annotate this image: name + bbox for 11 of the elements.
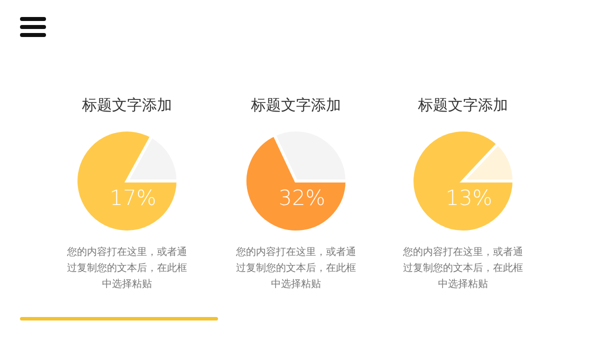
text: 17% bbox=[108, 185, 158, 212]
text: 13% bbox=[444, 185, 494, 212]
chart-title: 标题文字添加 bbox=[250, 96, 342, 115]
text: 32% bbox=[278, 185, 326, 212]
text: 您的内容打在这里，或者通过复制您的文本后，在此框中选择粘贴 bbox=[235, 246, 357, 292]
chart-title: 标题文字添加 bbox=[81, 96, 173, 115]
chart-title: 标题文字添加 bbox=[417, 96, 509, 115]
pie-slice bbox=[74, 128, 180, 234]
text: 您的内容打在这里，或者通过复制您的文本后，在此框中选择粘贴 bbox=[402, 246, 524, 292]
text: 您的内容打在这里，或者通过复制您的文本后，在此框中选择粘贴 bbox=[66, 246, 188, 292]
pie-slice bbox=[410, 128, 516, 234]
